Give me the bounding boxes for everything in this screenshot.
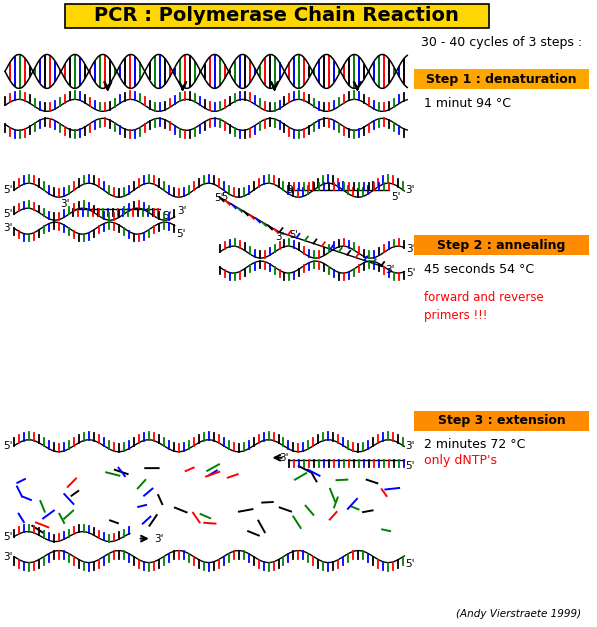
Text: 3': 3': [275, 232, 285, 242]
FancyBboxPatch shape: [414, 70, 589, 90]
Text: 3': 3': [3, 552, 13, 562]
Text: Step 3 : extension: Step 3 : extension: [438, 414, 565, 428]
Text: 5': 5': [407, 268, 416, 278]
Text: 3': 3': [3, 223, 13, 233]
Text: 5': 5': [3, 532, 13, 542]
Text: 30 - 40 cycles of 3 steps :: 30 - 40 cycles of 3 steps :: [421, 36, 582, 49]
FancyBboxPatch shape: [414, 235, 589, 255]
Text: 5': 5': [221, 192, 230, 202]
Text: 3': 3': [279, 453, 289, 463]
Text: 45 seconds 54 °C: 45 seconds 54 °C: [424, 263, 534, 276]
Text: 1 minut 94 °C: 1 minut 94 °C: [424, 97, 511, 110]
Text: 5': 5': [3, 441, 13, 451]
Text: 3': 3': [407, 244, 416, 254]
Text: 5': 5': [162, 211, 171, 221]
Text: only dNTP's: only dNTP's: [424, 454, 497, 467]
Text: 3': 3': [405, 185, 415, 195]
FancyBboxPatch shape: [65, 4, 489, 28]
Text: 3': 3': [60, 199, 69, 209]
Text: 2 minutes 72 °C: 2 minutes 72 °C: [424, 438, 525, 451]
Text: 5': 5': [405, 461, 415, 471]
Text: (Andy Vierstraete 1999): (Andy Vierstraete 1999): [456, 609, 581, 619]
Text: 5': 5': [3, 185, 13, 195]
Text: 5': 5': [214, 193, 224, 203]
Text: 3': 3': [154, 534, 163, 544]
Text: 5': 5': [3, 209, 13, 219]
Text: 5': 5': [177, 229, 186, 239]
Text: Step 2 : annealing: Step 2 : annealing: [438, 239, 566, 251]
FancyBboxPatch shape: [414, 411, 589, 431]
Text: PCR : Polymerase Chain Reaction: PCR : Polymerase Chain Reaction: [94, 6, 459, 25]
Text: 3': 3': [177, 206, 186, 216]
Text: 3': 3': [405, 441, 415, 451]
Text: forward and reverse
primers !!!: forward and reverse primers !!!: [424, 291, 544, 322]
Text: 5': 5': [290, 230, 298, 240]
Text: Step 1 : denaturation: Step 1 : denaturation: [426, 73, 577, 86]
Text: 3': 3': [287, 185, 296, 195]
Text: 5': 5': [391, 192, 401, 202]
Text: 3': 3': [385, 265, 395, 275]
Text: 5': 5': [405, 559, 415, 569]
